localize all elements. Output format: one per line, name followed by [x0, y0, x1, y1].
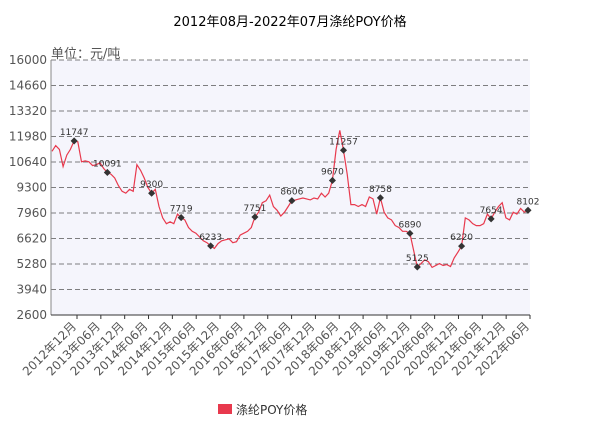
data-point-marker: [524, 206, 532, 214]
y-tick-label: 16000: [9, 53, 47, 67]
y-tick-label: 14660: [9, 79, 47, 93]
chart-title: 2012年08月-2022年07月涤纶POY价格: [173, 14, 406, 30]
data-label: 7719: [170, 205, 193, 215]
data-point-marker: [413, 263, 421, 271]
data-label: 8758: [369, 185, 392, 195]
data-point-marker: [177, 214, 185, 222]
y-tick-label: 5280: [16, 257, 47, 271]
series-line: [51, 130, 529, 269]
data-label: 7654: [480, 206, 503, 216]
data-point-marker: [251, 213, 259, 221]
unit-label: 单位：元/吨: [51, 47, 120, 62]
y-tick-label: 11980: [9, 130, 47, 144]
data-label: 6233: [199, 233, 222, 243]
legend-label: 涤纶POY价格: [236, 402, 307, 417]
y-axis: 2600 3940 5280 6620 7960 9300 10640 11980 13320 1…: [9, 53, 52, 322]
data-point-marker: [328, 176, 336, 184]
data-point-marker: [458, 242, 466, 250]
y-tick-label: 6620: [16, 232, 47, 246]
data-label: 5125: [406, 254, 429, 264]
y-tick-label: 3940: [16, 283, 47, 297]
data-point-marker: [288, 197, 296, 205]
y-tick-label: 2600: [16, 308, 47, 322]
data-label: 6220: [450, 233, 473, 243]
data-point-marker: [103, 168, 111, 176]
data-point-marker: [339, 146, 348, 154]
legend: 涤纶POY价格: [218, 402, 307, 417]
y-tick-label: 9300: [16, 181, 47, 195]
data-point-marker: [70, 137, 78, 145]
plot-area: [51, 60, 530, 315]
legend-swatch: [218, 404, 232, 414]
data-label: 8102: [517, 197, 540, 207]
data-point-marker: [406, 229, 414, 237]
x-axis: 2012年12月2013年06月2013年12月2014年06月2014年12月…: [20, 314, 532, 378]
data-point-marker: [148, 189, 156, 197]
y-tick-label: 10640: [9, 155, 47, 169]
data-label: 7751: [243, 204, 266, 214]
y-tick-label: 7960: [16, 206, 47, 220]
data-markers: 11747 10091 9300 7719 6233 7751 8606 9670 11257 8…: [60, 128, 540, 271]
data-label: 10091: [93, 159, 122, 169]
data-label: 11747: [60, 128, 89, 138]
data-label: 11257: [329, 137, 358, 147]
data-label: 9300: [140, 180, 163, 190]
data-point-marker: [376, 194, 384, 202]
y-tick-label: 13320: [9, 104, 47, 118]
data-point-marker: [207, 242, 215, 250]
data-label: 6890: [398, 220, 421, 230]
data-label: 8606: [280, 188, 303, 198]
data-point-marker: [487, 215, 495, 223]
data-label: 9670: [321, 167, 344, 177]
